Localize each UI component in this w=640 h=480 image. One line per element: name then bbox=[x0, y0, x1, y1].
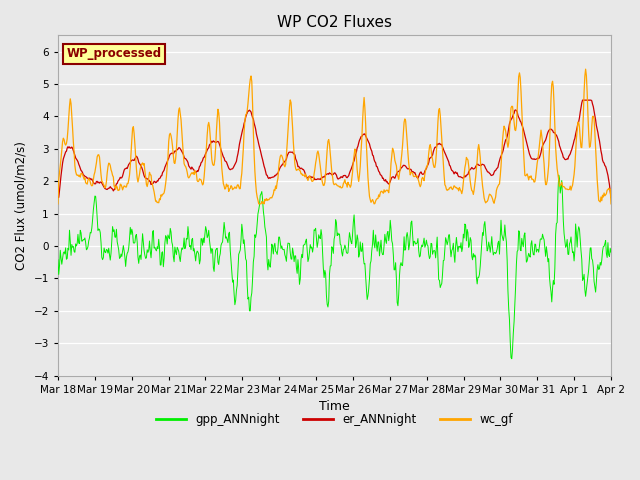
Text: WP_processed: WP_processed bbox=[67, 48, 161, 60]
Y-axis label: CO2 Flux (umol/m2/s): CO2 Flux (umol/m2/s) bbox=[15, 141, 28, 270]
X-axis label: Time: Time bbox=[319, 400, 350, 413]
Title: WP CO2 Fluxes: WP CO2 Fluxes bbox=[277, 15, 392, 30]
Legend: gpp_ANNnight, er_ANNnight, wc_gf: gpp_ANNnight, er_ANNnight, wc_gf bbox=[152, 408, 517, 431]
